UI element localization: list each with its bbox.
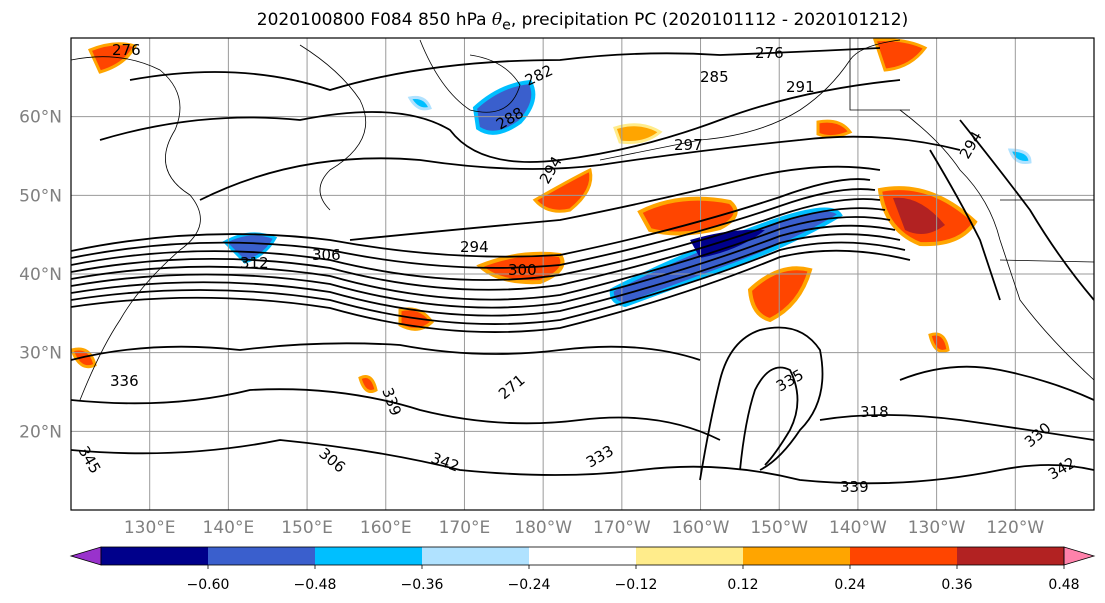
contour-line <box>129 47 881 91</box>
contour-line <box>71 188 876 269</box>
longitude-label: 120°W <box>986 518 1044 538</box>
contour-label: 339 <box>840 478 869 496</box>
contour-label: 276 <box>755 44 784 62</box>
longitude-labels: 130°E 140°E 150°E 160°E 170°E 180°W 170°W 160°W… <box>124 518 1045 538</box>
colorbar-tick-label: 0.48 <box>1048 577 1079 593</box>
longitude-label: 150°E <box>281 518 333 538</box>
precip-patch <box>872 38 928 72</box>
colorbar-segment <box>208 547 316 565</box>
longitude-label: 140°W <box>829 518 887 538</box>
longitude-label: 170°W <box>593 518 651 538</box>
latitude-label: 30°N <box>19 344 62 364</box>
precip-patch <box>87 42 138 74</box>
contour-line <box>71 198 881 281</box>
precip-patch <box>893 197 945 234</box>
longitude-label: 180°W <box>514 518 572 538</box>
colorbar-segment <box>529 547 637 565</box>
contour-line <box>349 165 881 241</box>
precip-patch <box>407 96 432 111</box>
contour-label: 318 <box>860 403 889 421</box>
precip-patch <box>637 196 738 236</box>
longitude-label: 160°E <box>360 518 412 538</box>
contour-label: 276 <box>112 41 141 59</box>
colorbar-segment <box>850 547 958 565</box>
longitude-label: 130°W <box>908 518 966 538</box>
contour-line <box>699 326 824 481</box>
contour-label: 291 <box>786 78 815 96</box>
contour-label: 297 <box>674 136 703 154</box>
contour-line <box>71 388 721 441</box>
coastline <box>849 38 910 111</box>
latitude-label: 50°N <box>19 186 62 206</box>
contour-label: 285 <box>700 68 729 86</box>
colorbar-frame <box>100 546 1065 566</box>
contour-line <box>71 216 891 301</box>
contour-label: 312 <box>240 254 269 272</box>
colorbar-tick-label: −0.24 <box>508 577 551 593</box>
coastline <box>999 259 1094 263</box>
colorbar-tick-label: −0.12 <box>615 577 658 593</box>
colorbar-tick-label: −0.36 <box>401 577 444 593</box>
contour-line <box>199 135 961 201</box>
latitude-label: 20°N <box>19 422 62 442</box>
longitude-label: 160°W <box>672 518 730 538</box>
plot-title: 2020100800 F084 850 hPa θe, precipitatio… <box>256 10 909 34</box>
longitude-label: 140°E <box>203 518 255 538</box>
colorbar-extend-max <box>1063 546 1096 566</box>
precip-patch <box>690 229 765 258</box>
contour-label: 336 <box>110 372 139 390</box>
latitude-label: 60°N <box>19 108 62 128</box>
contour-line <box>71 224 896 309</box>
precip-patch <box>928 332 950 353</box>
coastline <box>71 56 201 401</box>
contour-line <box>959 119 1094 301</box>
contour-line <box>929 149 1001 301</box>
colorbar-segment <box>957 547 1065 565</box>
contour-line <box>71 233 901 317</box>
colorbar-tick-label: 0.24 <box>834 577 865 593</box>
colorbar-tick-label: −0.48 <box>294 577 337 593</box>
precip-patch <box>358 375 378 393</box>
coastlines <box>71 38 1094 401</box>
colorbar-segment <box>636 547 744 565</box>
colorbar-segment <box>422 547 530 565</box>
map-area: 276 285 291 294 282 288 297 294 306 300 … <box>71 38 1094 510</box>
colorbar-segment <box>315 547 423 565</box>
colorbar-tick-label: 0.36 <box>941 577 972 593</box>
theta-e-contours <box>71 47 1094 485</box>
contour-line <box>71 439 1094 485</box>
longitude-label: 130°E <box>124 518 176 538</box>
contour-line <box>71 207 886 291</box>
contour-line <box>71 249 911 333</box>
contour-label: 294 <box>460 238 489 256</box>
precip-patch <box>816 119 853 139</box>
colorbar-segment <box>743 547 851 565</box>
contour-line <box>99 79 901 163</box>
colorbar-tick-label: −0.60 <box>187 577 230 593</box>
coastline <box>899 109 1094 381</box>
contour-line <box>71 178 871 258</box>
colorbar: −0.60 −0.48 −0.36 −0.24 −0.12 0.12 0.24 0.36 0.4… <box>69 546 1096 593</box>
coastline <box>599 39 901 161</box>
coastline <box>419 39 521 113</box>
longitude-label: 170°E <box>439 518 491 538</box>
contour-line <box>819 414 1094 441</box>
contour-line <box>899 365 1094 401</box>
colorbar-tick-label: 0.12 <box>727 577 758 593</box>
colorbar-extend-min <box>69 546 102 566</box>
contour-label: 300 <box>508 261 537 279</box>
precip-patch <box>532 167 593 213</box>
map-frame <box>70 37 1095 511</box>
contour-line <box>71 342 701 361</box>
contour-line <box>739 366 799 471</box>
latitude-labels: 60°N 50°N 40°N 30°N 20°N <box>19 108 62 443</box>
contour-label: 306 <box>312 246 341 264</box>
contour-line <box>71 241 906 325</box>
latitude-label: 40°N <box>19 265 62 285</box>
coastline <box>299 44 367 211</box>
longitude-label: 150°W <box>750 518 808 538</box>
precip-patch <box>613 123 663 144</box>
colorbar-segment <box>101 547 209 565</box>
